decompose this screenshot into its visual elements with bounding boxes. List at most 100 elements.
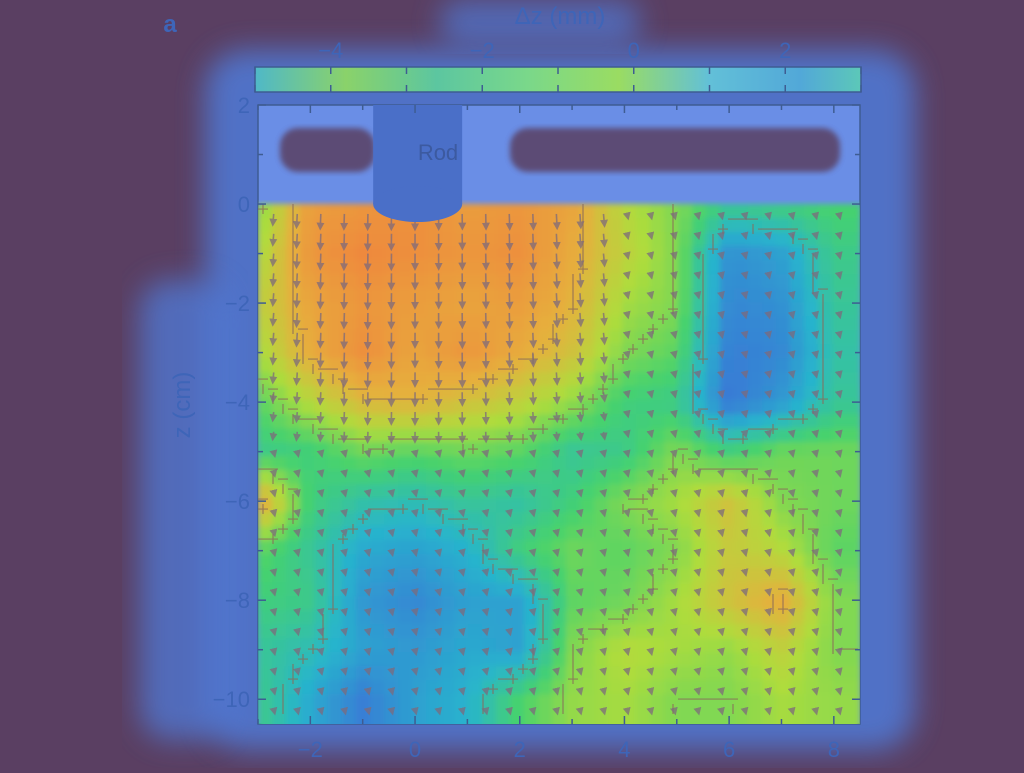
heatmap-cell (818, 638, 833, 653)
displacement-arrow (768, 273, 769, 276)
displacement-arrow (768, 491, 769, 494)
displacement-arrow (533, 610, 534, 613)
displacement-arrow (627, 511, 628, 514)
displacement-arrow (462, 452, 463, 455)
heatmap-cell (412, 302, 427, 317)
heatmap-cell (496, 694, 511, 709)
heatmap-cell (258, 470, 273, 485)
heatmap-cell (692, 708, 707, 723)
heatmap-cell (496, 568, 511, 583)
heatmap-cell (398, 610, 413, 625)
displacement-arrow (486, 670, 487, 673)
heatmap-cell (384, 596, 399, 611)
heatmap-cell (692, 596, 707, 611)
heatmap-cell (538, 638, 553, 653)
displacement-arrow (533, 313, 534, 325)
heatmap-cell (370, 344, 385, 359)
heatmap-cell (468, 512, 483, 527)
displacement-arrow (627, 551, 628, 554)
displacement-arrow (344, 491, 345, 494)
heatmap-cell (566, 204, 581, 219)
displacement-arrow (580, 392, 581, 400)
displacement-arrow (698, 551, 699, 554)
heatmap-cell (734, 708, 749, 723)
displacement-arrow (603, 273, 604, 283)
heatmap-cell (762, 554, 777, 569)
displacement-arrow (321, 670, 322, 673)
heatmap-cell (258, 442, 273, 457)
heatmap-cell (594, 204, 609, 219)
displacement-arrow (698, 590, 699, 593)
heatmap-cell (300, 568, 315, 583)
displacement-arrow (486, 491, 487, 494)
heatmap-cell (412, 610, 427, 625)
heatmap-cell (566, 596, 581, 611)
heatmap-cell (426, 596, 441, 611)
heatmap-cell (454, 414, 469, 429)
displacement-arrow (627, 590, 628, 593)
displacement-arrow (486, 452, 487, 455)
heatmap-cell (580, 316, 595, 331)
heatmap-cell (608, 260, 623, 275)
heatmap-cell (790, 652, 805, 667)
heatmap-cell (720, 316, 735, 331)
displacement-arrow (297, 452, 298, 455)
displacement-arrow (368, 452, 369, 455)
displacement-arrow (533, 511, 534, 514)
displacement-arrow (839, 234, 840, 237)
heatmap-cell (818, 302, 833, 317)
displacement-arrow (274, 551, 275, 554)
heatmap-cell (510, 288, 525, 303)
displacement-arrow (344, 452, 345, 455)
displacement-arrow (627, 670, 628, 673)
heatmap-cell (258, 540, 273, 555)
displacement-arrow (321, 709, 322, 712)
heatmap-cell (300, 540, 315, 555)
displacement-arrow (533, 531, 534, 534)
heatmap-cell (398, 316, 413, 331)
heatmap-cell (664, 694, 679, 709)
heatmap-cell (832, 274, 847, 289)
heatmap-cell (426, 568, 441, 583)
displacement-arrow (273, 313, 274, 323)
displacement-arrow (745, 531, 746, 534)
heatmap-cell (664, 638, 679, 653)
displacement-arrow (674, 293, 675, 296)
heatmap-cell (300, 456, 315, 471)
displacement-arrow (745, 432, 746, 435)
displacement-arrow (721, 689, 722, 692)
displacement-arrow (674, 630, 675, 633)
heatmap-cell (790, 666, 805, 681)
displacement-arrow (344, 610, 345, 613)
displacement-arrow (627, 412, 628, 415)
displacement-arrow (415, 689, 416, 692)
displacement-arrow (533, 353, 534, 364)
displacement-arrow (698, 234, 699, 237)
heatmap-cell (636, 204, 651, 219)
displacement-arrow (556, 491, 557, 494)
heatmap-cell (720, 652, 735, 667)
heatmap-cell (258, 344, 273, 359)
heatmap-cell (706, 666, 721, 681)
heatmap-cell (818, 680, 833, 695)
heatmap-cell (538, 666, 553, 681)
displacement-arrow (580, 234, 581, 245)
heatmap-cell (440, 484, 455, 499)
displacement-arrow (321, 570, 322, 573)
heatmap-cell (846, 302, 861, 317)
displacement-arrow (745, 670, 746, 673)
heatmap-cell (524, 484, 539, 499)
displacement-arrow (415, 670, 416, 673)
heatmap-cell (314, 582, 329, 597)
displacement-arrow (439, 491, 440, 494)
heatmap-cell (328, 554, 343, 569)
heatmap-cell (580, 274, 595, 289)
heatmap-cell (468, 260, 483, 275)
heatmap-cell (384, 554, 399, 569)
heatmap-cell (650, 610, 665, 625)
heatmap-cell (636, 680, 651, 695)
displacement-arrow (415, 551, 416, 554)
heatmap-cell (664, 666, 679, 681)
heatmap-cell (734, 218, 749, 233)
heatmap-cell (524, 204, 539, 219)
